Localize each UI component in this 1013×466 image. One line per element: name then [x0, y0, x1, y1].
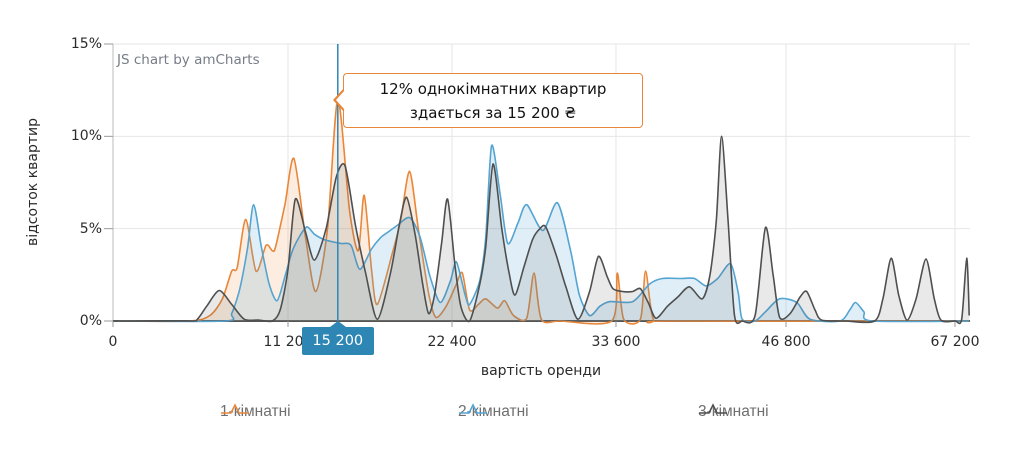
legend-marker-line-icon	[699, 403, 727, 414]
legend-marker-line-icon	[221, 403, 249, 414]
series-area-3	[118, 136, 970, 324]
cursor-value-label: 15 200	[301, 327, 374, 355]
x-tick-label: 67 200	[930, 334, 980, 350]
legend-label: 2-кімнатні	[458, 403, 529, 420]
tooltip-line1: 12% однокімнатних квартир	[379, 80, 607, 98]
cursor-value-text: 15 200	[312, 333, 364, 349]
x-tick-label: 0	[108, 334, 118, 350]
legend-label: 3-кімнатні	[698, 403, 769, 420]
y-tick-label: 15%	[70, 36, 102, 52]
legend-item-3[interactable]: 3-кімнатні	[698, 402, 769, 421]
series-area-1	[118, 99, 970, 324]
y-tick-label: 0%	[79, 313, 102, 329]
y-tick-label: 5%	[79, 220, 102, 237]
legend-item-1[interactable]: 1-кімнатні	[220, 402, 291, 421]
y-tick-label: 10%	[70, 128, 102, 145]
x-tick-label: 46 800	[761, 334, 811, 350]
legend-marker-line-icon	[459, 403, 487, 414]
x-tick-label: 11 200	[263, 334, 313, 350]
x-tick-label: 22 400	[427, 334, 477, 350]
chart-tooltip: 12% однокімнатних квартир здається за 15…	[333, 73, 643, 128]
y-axis-title: відсоток квартир	[25, 117, 41, 247]
amcharts-watermark-link[interactable]: JS chart by amCharts	[117, 52, 260, 68]
x-axis-title: вартість оренди	[480, 363, 602, 379]
series-area-2	[118, 145, 970, 322]
legend-item-2[interactable]: 2-кімнатні	[458, 402, 529, 421]
series-line-1	[117, 98, 970, 325]
series-line-3	[117, 135, 970, 325]
x-tick-label: 33 600	[591, 334, 641, 350]
tooltip-line2: здається за 15 200 ₴	[409, 104, 577, 122]
legend-label: 1-кімнатні	[220, 403, 291, 420]
